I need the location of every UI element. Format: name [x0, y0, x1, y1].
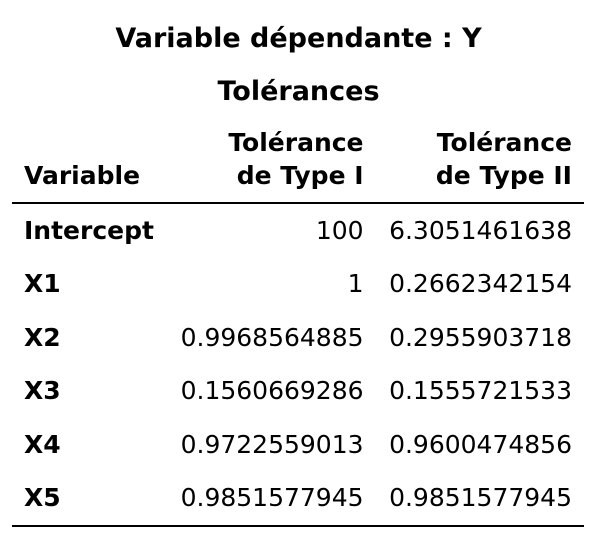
row-label: Intercept: [24, 215, 154, 245]
table-title: Variable dépendante : Y: [115, 23, 482, 54]
table-row: X2 0.9968564885 0.2955903718: [12, 311, 584, 365]
table-row: X5 0.9851577945 0.9851577945: [12, 471, 584, 527]
row-label: X5: [12, 471, 168, 527]
column-header-type2-line2: de Type II: [435, 161, 572, 190]
cell-type1: 0.9722559013: [180, 429, 364, 459]
row-label: X4: [24, 429, 61, 459]
cell-type1: 0.1560669286: [180, 376, 364, 406]
cell-type1: 0.9851577945: [167, 471, 376, 527]
column-header-type2-line1: Tolérance: [436, 128, 572, 157]
cell-type2: 0.1555721533: [389, 376, 572, 406]
cell-type2: 0.9600474856: [389, 429, 572, 459]
column-header-variable: Variable: [12, 126, 168, 204]
column-header-type1: Tolérance de Type I: [167, 126, 376, 204]
cell-type2: 0.2662342154: [389, 269, 572, 299]
cell-type2: 0.9851577945: [375, 471, 584, 527]
column-header-type1-line1: Tolérance: [228, 128, 364, 157]
table-row: Intercept 100 6.3051461638: [12, 203, 584, 258]
row-label: X1: [24, 269, 61, 299]
row-label: X3: [24, 376, 61, 406]
cell-type2: 0.2955903718: [389, 322, 572, 352]
table-row: X4 0.9722559013 0.9600474856: [12, 418, 584, 472]
tolerance-table: Variable Tolérance de Type I Tolérance d…: [12, 126, 584, 527]
table-row: X1 1 0.2662342154: [12, 258, 584, 312]
cell-type1: 0.9968564885: [180, 322, 364, 352]
cell-type1: 1: [347, 269, 364, 299]
row-label: X2: [24, 322, 61, 352]
column-header-type1-line2: de Type I: [236, 161, 364, 190]
table-row: X3 0.1560669286 0.1555721533: [12, 365, 584, 419]
column-header-type2: Tolérance de Type II: [375, 126, 584, 204]
cell-type1: 100: [315, 215, 364, 245]
spanning-header: Tolérances: [217, 76, 380, 107]
header-row: Variable Tolérance de Type I Tolérance d…: [12, 126, 584, 204]
cell-type2: 6.3051461638: [389, 215, 572, 245]
